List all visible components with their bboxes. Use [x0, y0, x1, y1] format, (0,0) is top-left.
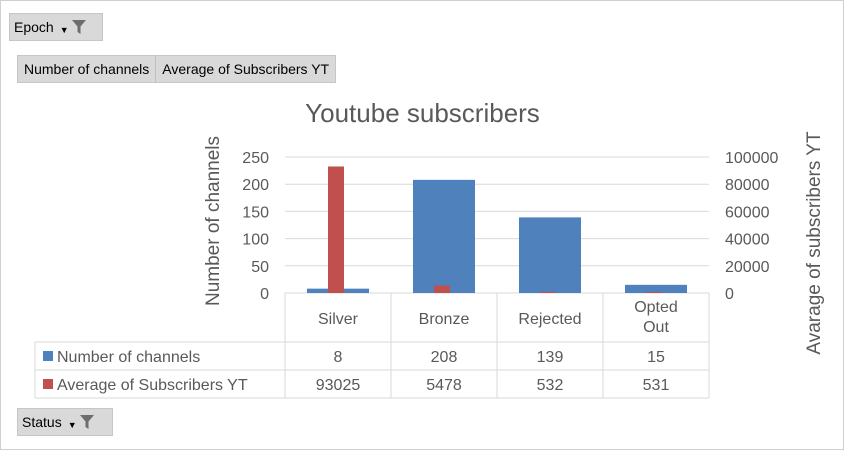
y2-axis-title: Avarage of subscribers YT	[804, 131, 825, 355]
dropdown-arrow-icon: ▼	[67, 420, 77, 430]
legend-key	[43, 351, 53, 361]
data-table-value: 8	[334, 349, 343, 366]
data-table-value: 5478	[426, 377, 462, 394]
filter-icon	[79, 415, 94, 429]
y-tick-label: 50	[251, 259, 269, 276]
y-axis-title: Number of channels	[203, 136, 224, 306]
bar-number-of-channels	[519, 217, 581, 293]
y-tick-label: 200	[242, 177, 269, 194]
y-tick-label: 100	[242, 232, 269, 249]
data-table-value: 93025	[316, 377, 361, 394]
status-filter-label: Status	[22, 414, 62, 430]
bar-average-subscribers	[540, 292, 556, 293]
bar-average-subscribers	[328, 166, 344, 293]
bar-average-subscribers	[434, 285, 450, 293]
values-field-bar: Number of channels Average of Subscriber…	[17, 55, 337, 83]
legend-key	[43, 379, 53, 389]
bar-number-of-channels	[625, 284, 687, 293]
bar-number-of-channels	[413, 179, 475, 293]
data-table-value: 208	[431, 349, 458, 366]
data-table-value: 15	[647, 349, 665, 366]
data-table-value: 139	[537, 349, 564, 366]
dropdown-arrow-icon: ▼	[59, 25, 69, 35]
y-tick-label: 0	[260, 286, 269, 303]
epoch-filter-label: Epoch	[14, 19, 54, 35]
y-tick-label: 150	[242, 204, 269, 221]
value-field-average-subscribers[interactable]: Average of Subscribers YT	[155, 56, 335, 82]
filter-icon	[71, 20, 86, 34]
bar-average-subscribers	[646, 292, 662, 293]
status-filter-button[interactable]: Status ▼	[17, 408, 113, 436]
chart-title: Youtube subscribers	[305, 98, 540, 128]
y2-tick-label: 40000	[725, 232, 770, 249]
y2-tick-label: 20000	[725, 259, 770, 276]
y2-tick-label: 100000	[725, 150, 778, 167]
x-tick-label: Silver	[318, 311, 359, 328]
y2-tick-label: 0	[725, 286, 734, 303]
x-tick-label: Opted	[634, 299, 678, 316]
data-table-value: 532	[537, 377, 564, 394]
y2-tick-label: 80000	[725, 177, 770, 194]
x-tick-label: Rejected	[518, 311, 581, 328]
data-table-value: 531	[643, 377, 670, 394]
y2-tick-label: 60000	[725, 204, 770, 221]
x-tick-label: Out	[643, 319, 669, 336]
epoch-filter-button[interactable]: Epoch ▼	[9, 13, 103, 41]
legend-label: Number of channels	[57, 349, 200, 366]
x-tick-label: Bronze	[419, 311, 470, 328]
legend-label: Average of Subscribers YT	[57, 377, 248, 394]
value-field-number-of-channels[interactable]: Number of channels	[24, 61, 150, 77]
y-tick-label: 250	[242, 150, 269, 167]
